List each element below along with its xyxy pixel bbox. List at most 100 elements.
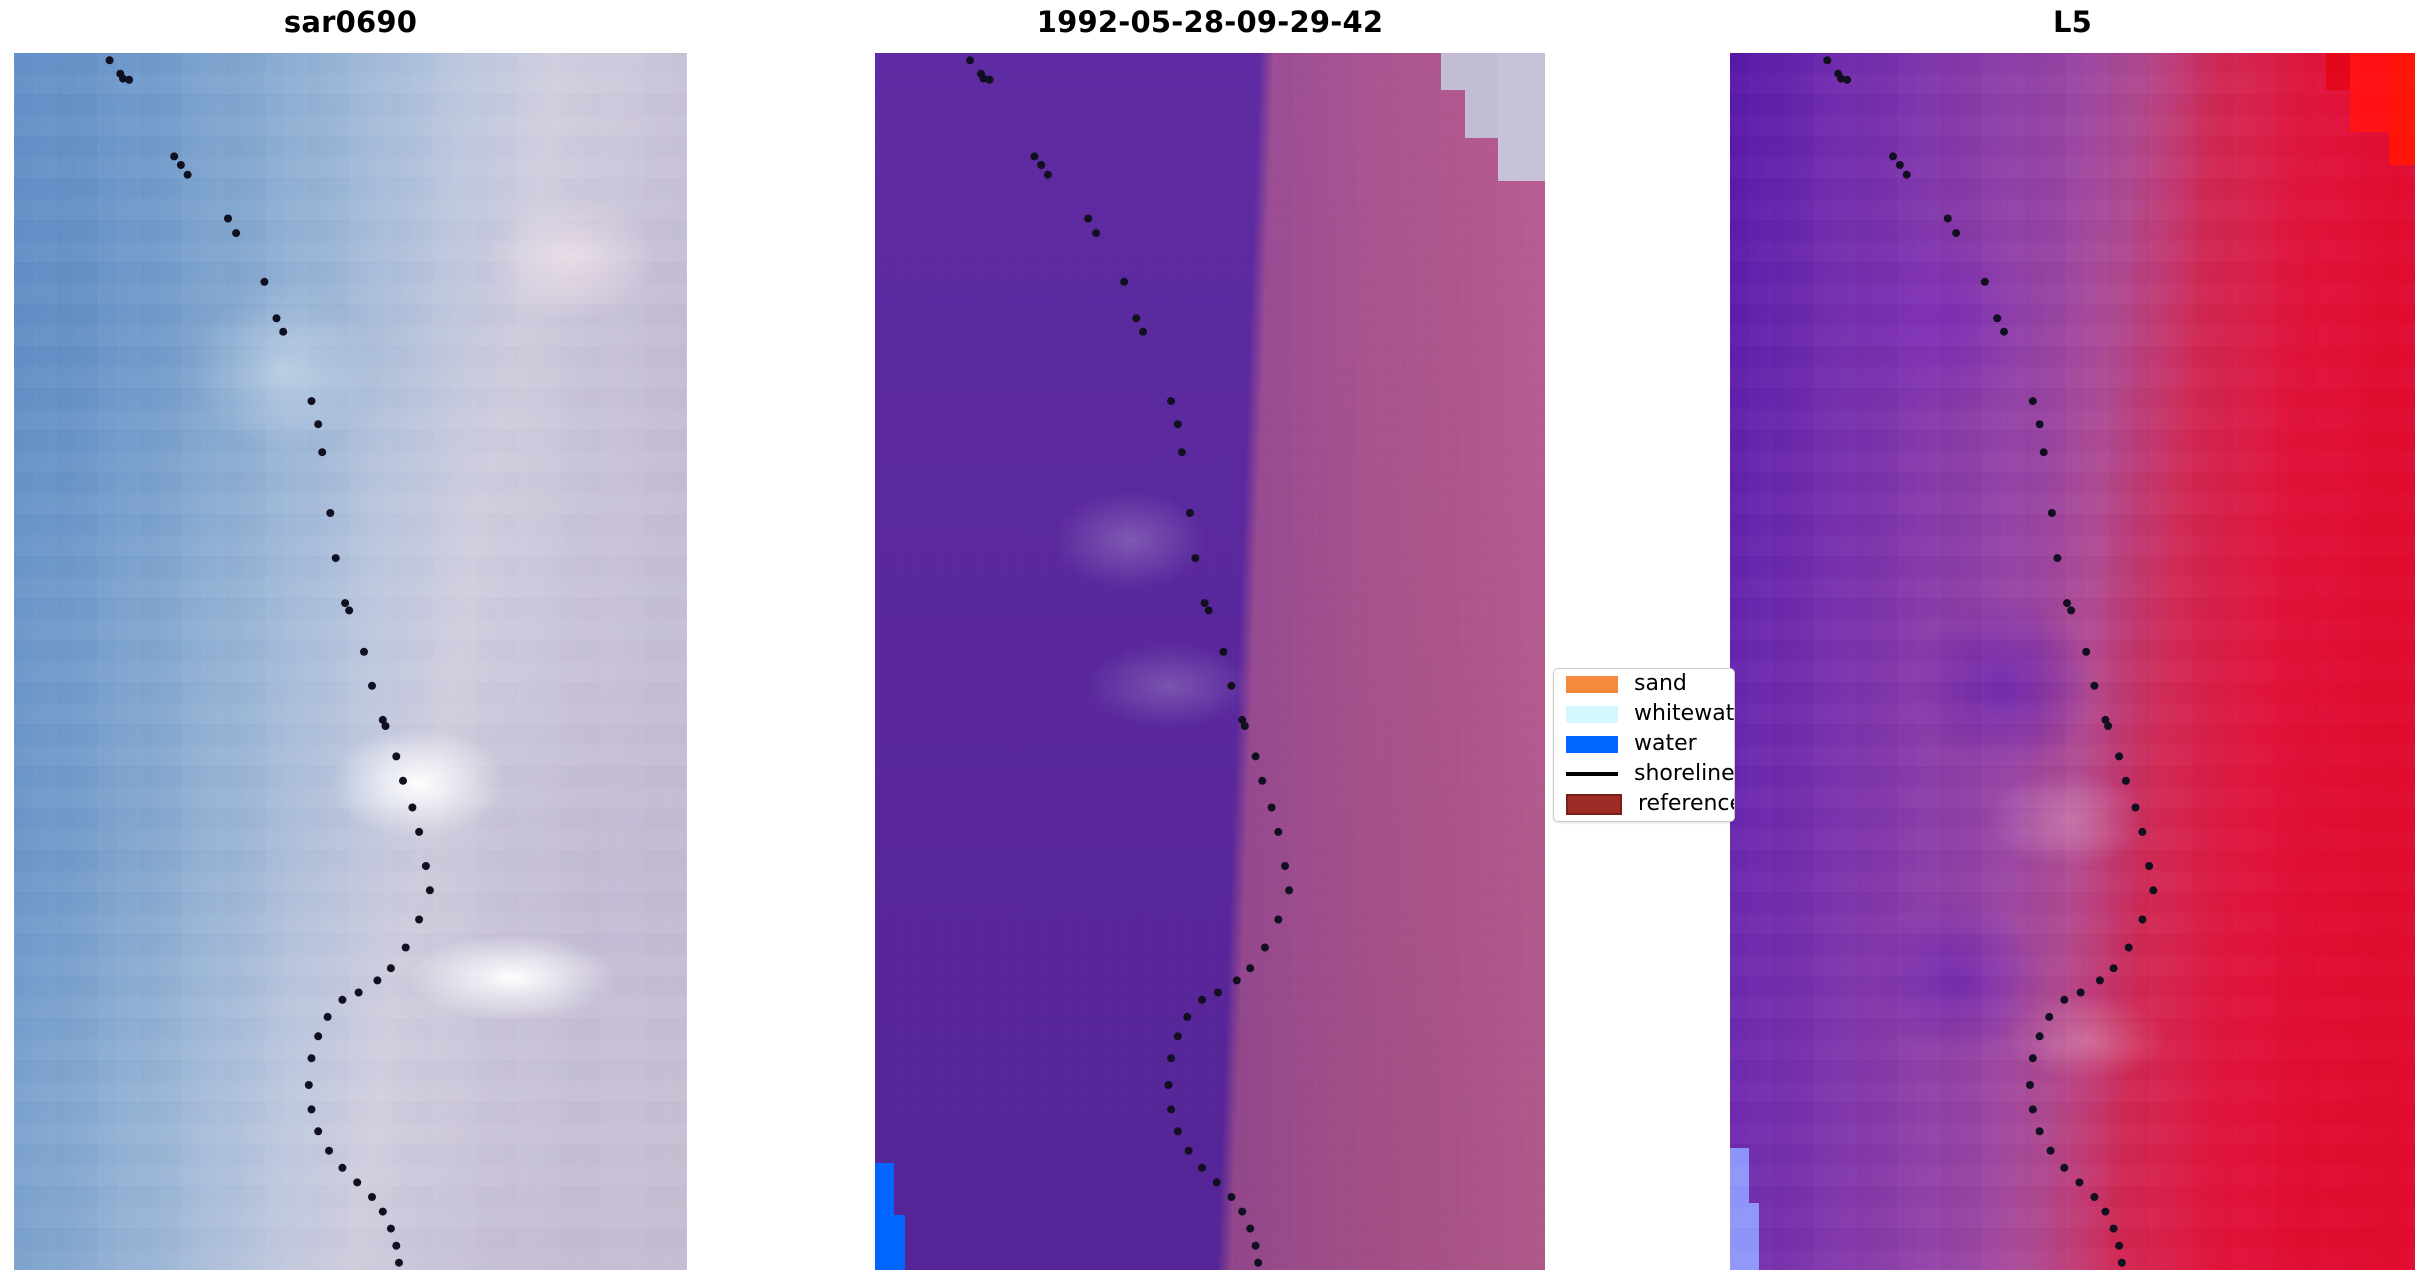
- legend-item-whitewater: whitewater: [1554, 699, 1734, 729]
- shoreline-dot: [2115, 752, 2124, 761]
- shoreline-dot: [1267, 803, 1276, 812]
- shoreline-dot: [2035, 1127, 2044, 1136]
- shoreline-dot: [1219, 647, 1228, 656]
- shoreline-dot: [2028, 1054, 2037, 1063]
- sar-amplitude-layer: [14, 53, 687, 1270]
- shoreline-dot: [1238, 1207, 1247, 1216]
- shoreline-dot: [1214, 988, 1222, 997]
- shoreline-dot: [1120, 277, 1129, 286]
- l5-texture-layer: [1730, 53, 2415, 1270]
- shoreline-dot: [1184, 1146, 1193, 1155]
- shoreline-dot: [2090, 681, 2099, 690]
- shoreline-dot: [1204, 606, 1213, 615]
- classification-layer: [875, 53, 1545, 1270]
- shoreline-dot: [354, 988, 363, 997]
- shoreline-dot: [2075, 1178, 2084, 1187]
- shoreline-dot: [2109, 1224, 2118, 1233]
- shoreline-dot: [2124, 943, 2133, 952]
- shoreline-dot: [1167, 397, 1176, 406]
- shoreline-dot: [1164, 1081, 1173, 1089]
- shoreline-dot: [1232, 976, 1241, 985]
- shoreline-dot: [2067, 606, 2076, 615]
- shoreline-overlay-classified: [966, 56, 1294, 1267]
- legend-box: sand whitewater water shoreline reference sh…: [1553, 668, 1735, 822]
- shoreline-dot: [1274, 915, 1283, 924]
- legend-item-label: whitewater: [1634, 701, 1735, 726]
- shoreline-dot: [2115, 1241, 2124, 1250]
- shoreline-dot: [2047, 509, 2056, 517]
- shoreline-dot: [1183, 1012, 1192, 1021]
- shoreline-dot: [1251, 752, 1260, 761]
- panel-classified: 1992-05-28-09-29-42: [875, 0, 1545, 1270]
- shoreline-dot: [1238, 715, 1247, 724]
- shoreline-dot: [304, 1081, 313, 1089]
- shoreline-dot: [381, 722, 390, 730]
- shoreline-dot: [2131, 803, 2140, 812]
- shoreline-dot: [421, 862, 430, 870]
- shoreline-dot: [2109, 964, 2118, 973]
- shoreline-dot: [2082, 647, 2091, 656]
- shoreline-overlay-l5: [1823, 56, 2158, 1267]
- shoreline-dot: [1274, 827, 1283, 836]
- sar-texture-layer: [14, 53, 687, 1270]
- shoreline-dot: [307, 1105, 316, 1114]
- shoreline-dot: [314, 1127, 323, 1136]
- shoreline-dot: [2026, 1081, 2034, 1089]
- shoreline-dot: [1212, 1178, 1221, 1187]
- shoreline-dot: [1173, 1032, 1182, 1041]
- shoreline-dot: [2121, 776, 2130, 785]
- shoreline-dot: [425, 886, 434, 895]
- shoreline-dot: [119, 74, 127, 83]
- shoreline-dot: [2101, 1207, 2110, 1216]
- shoreline-dot: [353, 1178, 362, 1187]
- panel-l5: L5: [1730, 0, 2415, 1270]
- shoreline-dot: [2060, 1163, 2069, 1172]
- shoreline-dot: [307, 397, 316, 406]
- shoreline-dot: [1889, 152, 1897, 161]
- shoreline-dot: [2039, 448, 2048, 457]
- legend-item-label: reference shoreline: [1638, 791, 1735, 816]
- panel-image-classified: [875, 53, 1545, 1270]
- shoreline-dot: [1185, 509, 1194, 517]
- shoreline-dot: [360, 647, 368, 656]
- shoreline-dot: [1260, 943, 1269, 952]
- shoreline-dot: [1198, 1163, 1206, 1172]
- panel-image-sar: [14, 53, 687, 1270]
- shoreline-dot: [368, 681, 376, 690]
- shoreline-dot: [368, 1193, 376, 1201]
- shoreline-dot: [2090, 1193, 2099, 1201]
- shoreline-dot: [392, 1241, 401, 1250]
- sar-pixel-grid: [14, 53, 687, 1270]
- legend-color-swatch: [1566, 735, 1618, 753]
- shoreline-dot: [1191, 554, 1200, 563]
- shoreline-dot: [318, 448, 327, 457]
- shoreline-dot: [1043, 170, 1052, 179]
- legend-line-swatch: [1566, 772, 1618, 776]
- classified-pixel-grid: [875, 53, 1545, 1270]
- shoreline-dot: [2053, 554, 2062, 563]
- shoreline-dot: [1173, 1127, 1182, 1136]
- shoreline-dot: [1167, 1105, 1176, 1114]
- shoreline-dot: [2145, 862, 2154, 870]
- legend-item-label: sand: [1634, 671, 1687, 696]
- shoreline-dot: [170, 152, 179, 161]
- shoreline-dot: [2035, 420, 2044, 429]
- shoreline-dot: [1198, 995, 1206, 1004]
- shoreline-dot: [979, 74, 988, 83]
- shoreline-dot: [1240, 722, 1249, 730]
- shoreline-dot: [1952, 229, 1961, 238]
- shoreline-dot: [2000, 327, 2008, 336]
- shoreline-dot: [314, 1032, 323, 1041]
- legend-color-swatch: [1566, 793, 1622, 815]
- shoreline-dot: [378, 1207, 387, 1216]
- shoreline-dot: [1943, 214, 1952, 223]
- shoreline-dot: [125, 75, 134, 84]
- shoreline-dot: [2101, 715, 2110, 724]
- shoreline-dot: [279, 327, 288, 336]
- shoreline-dot: [1980, 277, 1989, 286]
- shoreline-dot: [1251, 1241, 1260, 1250]
- panel-title-sar: sar0690: [283, 5, 418, 39]
- shoreline-dot: [399, 776, 407, 785]
- shoreline-dot: [2117, 1258, 2126, 1267]
- shoreline-dot: [1902, 170, 1911, 179]
